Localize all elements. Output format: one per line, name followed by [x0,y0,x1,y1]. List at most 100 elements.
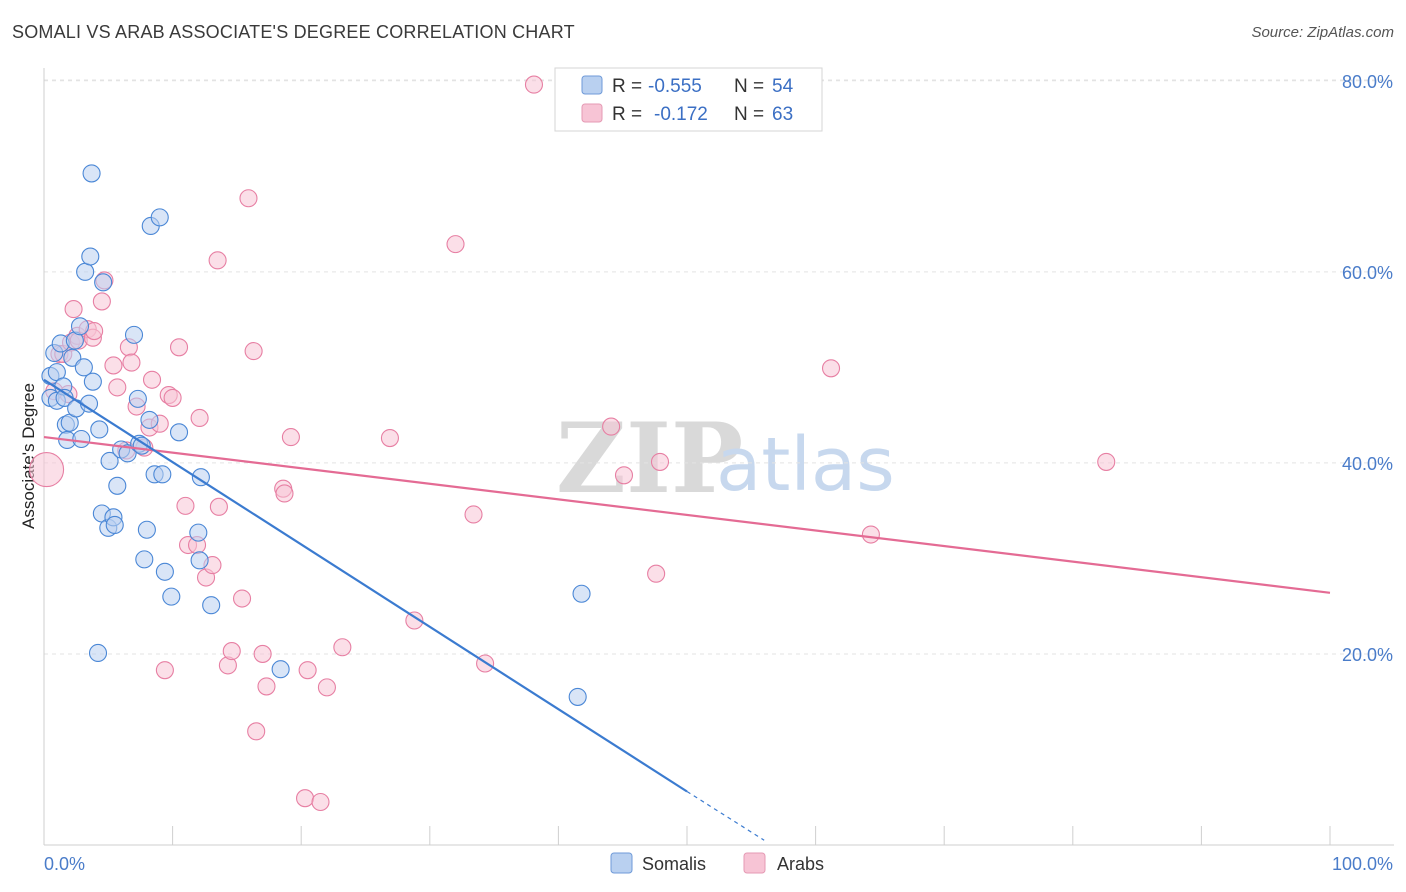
somali-point [72,429,91,449]
arab-point [405,611,424,630]
arab-point [275,484,294,503]
x-ticks [43,826,1331,845]
y-tick-label-20: 20.0% [1342,645,1393,665]
arab-point [92,292,111,311]
arab-point [647,564,666,583]
arab-point [232,589,252,608]
source-credit: Source: ZipAtlas.com [1251,24,1394,41]
arab-point [29,452,65,488]
arab-point [311,792,330,812]
arab-point [104,356,123,375]
arab-point [281,428,300,447]
somalis-trendline-extension [686,790,765,841]
arab-point [239,189,258,208]
arab-point [247,722,266,741]
arab-point [464,505,483,524]
somali-point [108,476,127,495]
bottom-legend-swatch-arabs [743,852,766,874]
gridlines [44,79,1394,655]
arab-point [244,342,263,361]
somali-point [572,584,591,603]
legend-swatch-somalis [581,75,603,95]
somali-point [150,208,169,227]
bottom-legend-label-somalis: Somalis [642,854,706,874]
somali-point [190,551,209,570]
chart-title: SOMALI VS ARAB ASSOCIATE'S DEGREE CORREL… [12,22,575,42]
arab-point [163,388,182,407]
arab-point [296,789,315,808]
trendlines [43,378,1331,841]
y-tick-label-40: 40.0% [1342,454,1393,474]
arab-point [1097,452,1116,471]
arab-point [155,661,174,680]
arab-point [190,408,209,428]
somali-point [83,372,102,391]
arab-point [169,338,189,357]
bottom-legend-label-arabs: Arabs [777,854,824,874]
legend-n-label-somalis: N = [734,76,764,97]
somalis-points [41,164,591,706]
legend-r-value-arabs: -0.172 [654,104,708,125]
arab-point [861,525,880,544]
somali-point [105,515,124,535]
somali-point [202,596,221,615]
arab-point [208,251,227,270]
legend-r-label-arabs: R = [612,104,642,125]
watermark-zip: ZIP [556,402,743,515]
arab-point [333,638,352,657]
series-legend: Somalis Arabs [610,852,824,874]
y-tick-label-80: 80.0% [1342,72,1393,92]
legend-r-value-somalis: -0.555 [648,76,702,97]
somali-point [568,687,587,706]
x-tick-label-max: 100.0% [1332,854,1393,874]
somali-point [191,468,210,487]
arab-point [108,378,127,397]
arab-point [602,417,621,436]
watermark-atlas: atlas [716,422,895,508]
arab-point [209,497,228,516]
legend-swatch-arabs [581,103,603,123]
arab-point [122,353,141,372]
somali-point [153,465,172,484]
somali-point [74,358,93,377]
y-axis-title: Associate's Degree [19,383,38,529]
arabs-trendline [43,435,1331,594]
arab-point [257,677,276,696]
somali-point [137,520,156,539]
somali-point [88,643,108,663]
arab-point [650,452,670,471]
arab-point [253,644,272,663]
legend-n-value-arabs: 63 [772,104,793,125]
somali-point [76,262,95,281]
y-tick-label-60: 60.0% [1342,263,1393,283]
arab-point [821,359,841,378]
arab-point [446,235,465,254]
legend-n-label-arabs: N = [734,104,764,125]
somali-point [90,420,109,439]
somali-point [169,423,189,442]
arab-point [142,370,162,389]
bottom-legend-swatch-somalis [610,852,633,874]
somali-point [124,325,144,344]
arab-point [222,642,241,661]
legend-r-label-somalis: R = [612,76,642,97]
correlation-legend: R = -0.555 N = 54 R = -0.172 N = 63 [554,67,823,132]
arab-point [380,428,399,448]
legend-n-value-somalis: 54 [772,76,794,97]
somali-point [189,523,208,542]
somali-point [135,550,154,569]
somali-point [70,317,90,336]
y-tick-labels: 20.0% 40.0% 60.0% 80.0% [1342,72,1393,665]
somali-point [81,247,100,266]
x-tick-label-min: 0.0% [44,854,85,874]
somali-point [100,451,119,471]
somali-point [94,273,113,292]
somali-point [140,410,159,429]
somali-point [128,389,147,408]
somali-point [82,164,101,183]
arab-point [524,75,544,94]
somali-point [162,587,181,606]
arab-point [64,300,83,319]
arab-point [176,496,195,515]
